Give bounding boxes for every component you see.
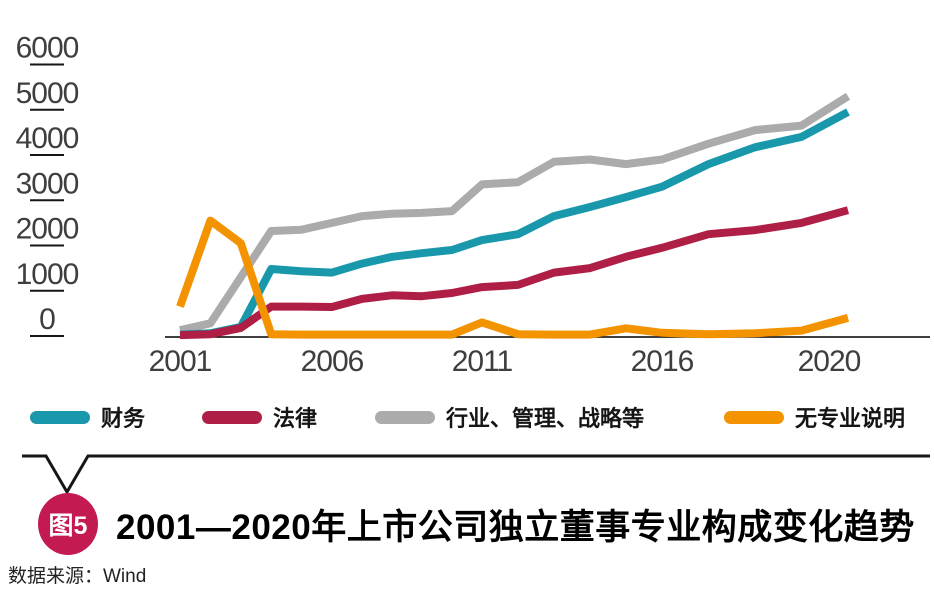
y-axis-tick-label: 6000: [16, 32, 79, 65]
series-line: [179, 206, 850, 340]
y-axis-tick-label: 3000: [16, 167, 79, 200]
section-divider: [22, 454, 930, 495]
legend: 财务 法律 行业、管理、战略等 无专业说明: [0, 400, 934, 434]
x-axis-tick-label: 2006: [301, 345, 364, 378]
legend-swatch: [30, 410, 90, 424]
y-axis-tick-label: 2000: [16, 213, 79, 246]
x-axis-tick-label: 2016: [631, 345, 694, 378]
x-axis-tick-label: 2020: [798, 345, 861, 378]
y-axis-tick-label: 4000: [16, 122, 79, 155]
legend-swatch: [724, 410, 785, 424]
y-axis-tick-label: 5000: [16, 77, 79, 110]
y-axis-tick-label: 0: [39, 303, 55, 336]
legend-label: 法律: [273, 406, 318, 431]
legend-label: 无专业说明: [795, 406, 906, 431]
series-line: [179, 108, 850, 339]
legend-swatch: [202, 410, 263, 424]
legend-item: 行业、管理、战略等: [375, 401, 644, 433]
y-axis-tick-label: 1000: [16, 258, 79, 291]
figure-caption: 图5 2001—2020年上市公司独立董事专业构成变化趋势: [38, 493, 915, 555]
figure-badge: 图5: [38, 493, 98, 555]
line-chart: 6000 5000 4000 3000 2000 1000 0 2001 2006 2011 201…: [16, 32, 930, 378]
legend-item: 财务: [30, 401, 145, 433]
legend-label: 行业、管理、战略等: [446, 406, 645, 431]
legend-item: 法律: [202, 401, 317, 433]
series-line: [179, 92, 851, 335]
data-source: 数据来源：Wind: [8, 566, 147, 587]
series-line: [176, 216, 850, 339]
x-axis-tick-label: 2001: [149, 345, 212, 378]
legend-swatch: [375, 410, 436, 424]
divider-notch-icon: [22, 454, 930, 495]
legend-item: 无专业说明: [724, 401, 905, 433]
legend-label: 财务: [101, 406, 146, 431]
x-axis-tick-label: 2011: [452, 345, 513, 378]
figure-title: 2001—2020年上市公司独立董事专业构成变化趋势: [116, 507, 915, 547]
